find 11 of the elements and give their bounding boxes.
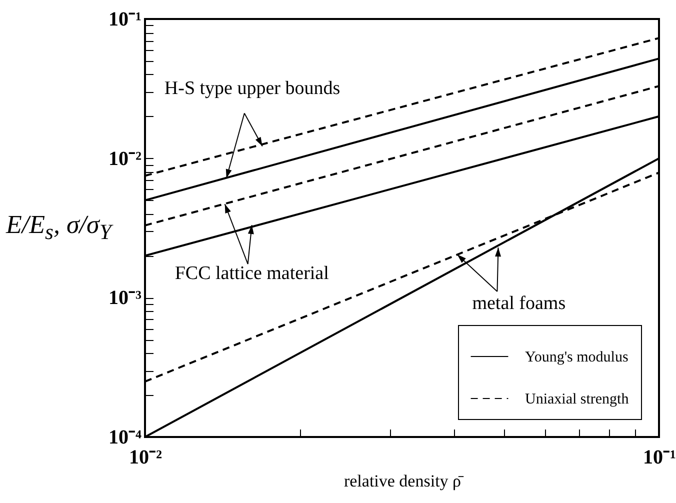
y-tick-label: 10⁻⁴ (108, 426, 142, 448)
y-axis-title: E/E$_{s}$, σ/σ$_{Y}$ (6, 210, 112, 246)
legend-label: Young's modulus (525, 350, 628, 366)
y-tick-label: 10⁻³ (108, 287, 142, 310)
annotation: FCC lattice material (174, 263, 329, 286)
y-tick-label: 10⁻¹ (108, 8, 142, 30)
legend-label: Uniaxial strength (525, 392, 630, 408)
annotation: H-S type upper bounds (164, 78, 340, 100)
x-axis-title: relative density ρ̄ (344, 472, 464, 490)
annotation: metal foams (472, 292, 566, 315)
y-tick-label: 10⁻² (108, 148, 142, 170)
